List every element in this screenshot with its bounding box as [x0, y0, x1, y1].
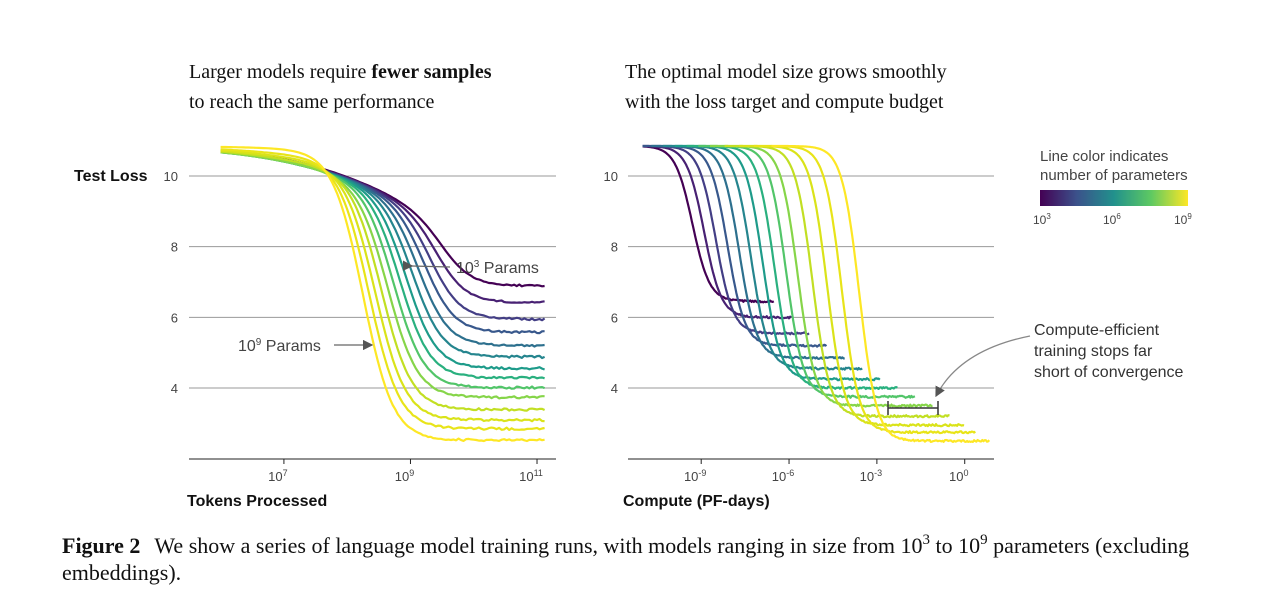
- left-xtick-label-11: 1011: [519, 468, 543, 484]
- annotation-large-exp: 9: [256, 337, 262, 348]
- left-xtick-label-7: 107: [268, 468, 287, 484]
- right-panel-title: The optimal model size grows smoothly wi…: [625, 57, 947, 117]
- right-series-line-13: [771, 144, 991, 443]
- annotation-large-params: 109 Params: [238, 337, 321, 355]
- annotation-line-2: training stops far: [1034, 343, 1153, 360]
- annotation-line-3: short of convergence: [1034, 364, 1184, 381]
- colorbar-title: Line color indicates number of parameter…: [1040, 148, 1188, 184]
- right-series-group: [642, 144, 991, 443]
- annotation-compute-efficient: Compute-efficient training stops far sho…: [1034, 322, 1184, 381]
- compute-bracket: [887, 401, 939, 415]
- y-tick-6: 6: [611, 310, 618, 325]
- right-x-ticks: 10-9 10-6 10-3 100: [684, 459, 968, 484]
- caption-text-mid: to 10: [929, 533, 981, 558]
- colorbar-legend: Line color indicates number of parameter…: [1033, 148, 1192, 227]
- right-series-line-1: [642, 145, 793, 320]
- y-tick-8: 8: [171, 240, 178, 255]
- annotation-line-1: Compute-efficient: [1034, 322, 1160, 339]
- left-xtick-label-9: 109: [395, 468, 414, 484]
- annotation-large-suffix: Params: [261, 338, 321, 355]
- left-title-line2: to reach the same performance: [189, 91, 435, 113]
- left-series-group: [220, 145, 546, 443]
- colorbar-tick-1e3: 103: [1033, 212, 1051, 227]
- y-tick-6: 6: [171, 310, 178, 325]
- left-series-line-10: [220, 150, 546, 412]
- left-panel-title: Larger models require fewer samples to r…: [189, 57, 492, 117]
- left-title-bold: fewer samples: [371, 61, 492, 83]
- left-y-ticks: 4 6 8 10: [164, 169, 178, 396]
- annotation-small-suffix: Params: [479, 260, 539, 277]
- right-series-line-10: [724, 144, 950, 419]
- annotation-arrow-small: [402, 260, 451, 271]
- y-tick-8: 8: [611, 240, 618, 255]
- annotation-small-base: 10: [456, 260, 474, 277]
- left-series-line-13: [220, 145, 545, 443]
- caption-exp1: 3: [922, 532, 930, 548]
- left-series-line-12: [220, 148, 545, 431]
- right-xtick-label-0: 100: [949, 468, 968, 484]
- colorbar: [1040, 190, 1188, 206]
- left-x-ticks: 107 109 1011: [268, 459, 543, 484]
- right-xtick-label--9: 10-9: [684, 468, 706, 484]
- right-y-ticks: 4 6 8 10: [604, 169, 618, 396]
- colorbar-title-line1: Line color indicates: [1040, 148, 1168, 165]
- y-tick-4: 4: [171, 381, 178, 396]
- left-y-axis-label: Test Loss: [74, 168, 148, 185]
- right-x-axis-label: Compute (PF-days): [623, 493, 770, 510]
- annotation-small-params: 103 Params: [456, 259, 539, 277]
- y-tick-4: 4: [611, 381, 618, 396]
- left-series-line-9: [220, 151, 545, 400]
- caption-text-pre: We show a series of language model train…: [154, 533, 923, 558]
- colorbar-tick-1e6: 106: [1103, 212, 1121, 227]
- right-title-line1: The optimal model size grows smoothly: [625, 61, 947, 83]
- right-xtick-label--3: 10-3: [860, 468, 882, 484]
- left-series-line-11: [220, 149, 545, 423]
- annotation-arrow-compute: [935, 335, 1031, 398]
- caption-exp2: 9: [980, 532, 988, 548]
- right-series-line-12: [753, 144, 977, 435]
- caption-label: Figure 2: [62, 533, 141, 558]
- left-title-line1-pre: Larger models require: [189, 61, 372, 83]
- caption-text-post: parameters (excluding embeddings).: [62, 533, 1190, 585]
- figure-caption: Figure 2 We show a series of language mod…: [62, 532, 1242, 586]
- right-title-line2: with the loss target and compute budget: [625, 91, 944, 113]
- annotation-large-base: 10: [238, 338, 256, 355]
- y-tick-10: 10: [604, 169, 618, 184]
- annotation-small-exp: 3: [474, 259, 480, 270]
- right-grid: [628, 175, 994, 389]
- colorbar-title-line2: number of parameters: [1040, 167, 1188, 184]
- right-series-line-0: [642, 145, 775, 304]
- y-tick-10: 10: [164, 169, 178, 184]
- right-xtick-label--6: 10-6: [772, 468, 794, 484]
- colorbar-tick-1e9: 109: [1174, 212, 1192, 227]
- left-x-axis-label: Tokens Processed: [187, 493, 327, 510]
- right-series-line-8: [698, 144, 916, 399]
- left-series-line-3: [220, 150, 545, 335]
